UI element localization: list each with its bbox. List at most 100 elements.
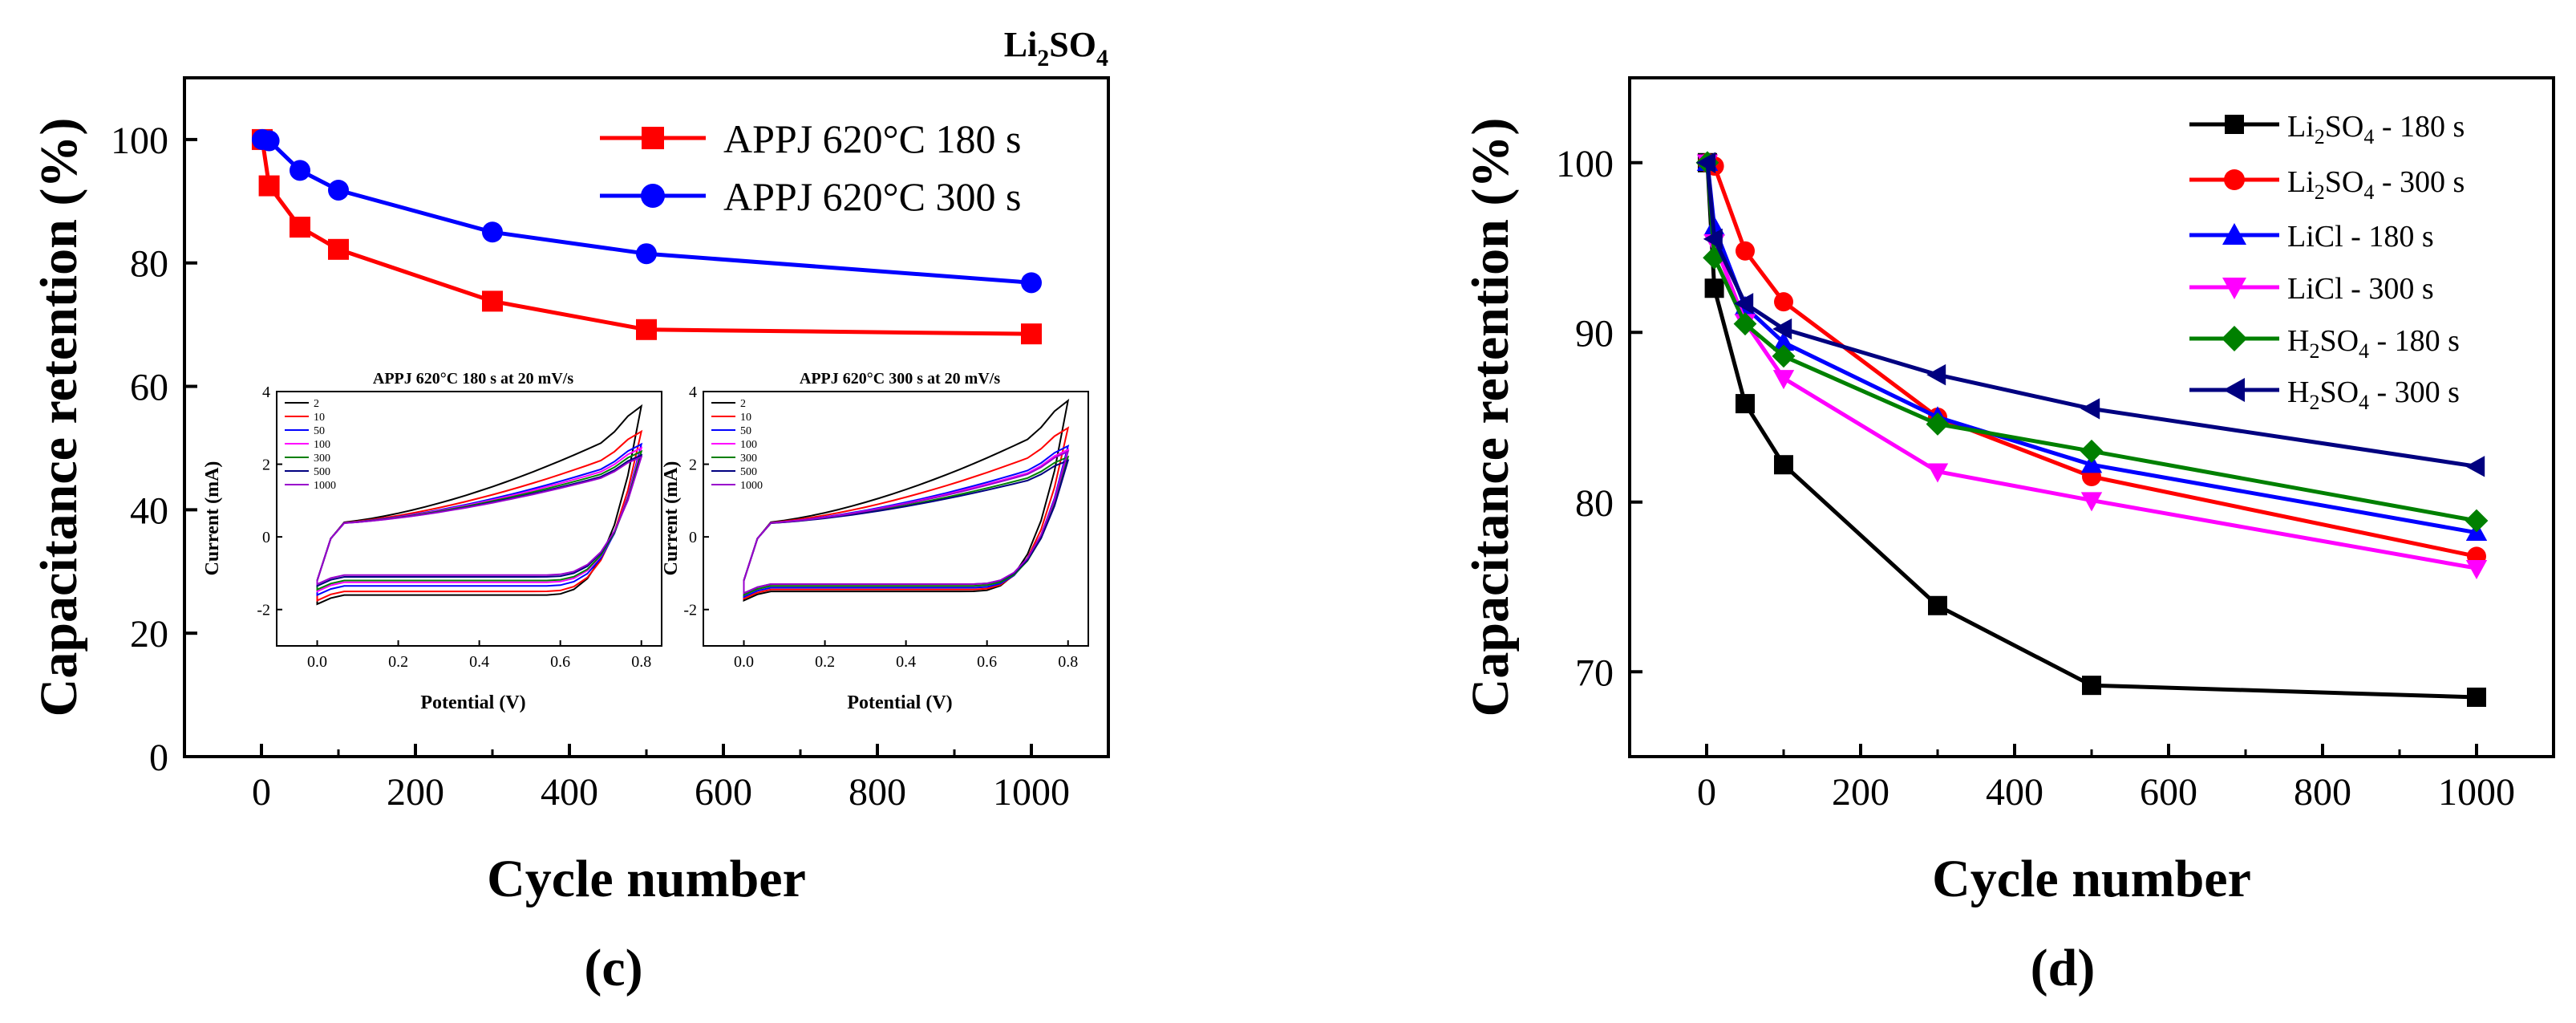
x-tick-label: 400 — [1986, 771, 2043, 814]
legend-label-180s: APPJ 620°C 180 s — [723, 116, 1021, 161]
inset-300s-y-axis-label: Current (mA) — [661, 461, 682, 576]
panel-d-series — [1695, 151, 2489, 707]
data-point — [1736, 394, 1755, 414]
inset-legend-label: 2 — [740, 398, 746, 410]
data-point — [1772, 344, 1796, 368]
panel-c-legend: APPJ 620°C 180 s APPJ 620°C 300 s — [600, 116, 1021, 219]
inset-x-tick-label: 0.2 — [388, 653, 408, 671]
inset-y-tick-label: 2 — [262, 457, 270, 474]
data-point — [1734, 293, 1754, 315]
inset-x-tick-label: 0.4 — [469, 653, 489, 671]
y-tick-label: 90 — [1575, 312, 1614, 355]
cv-curve — [743, 426, 1070, 600]
data-point — [1021, 323, 1042, 345]
y-tick-label: 100 — [111, 120, 168, 162]
data-point — [1928, 595, 1947, 615]
legend-entry-li2so4-300s: Li2SO4 - 300 s — [2189, 165, 2465, 204]
cv-curve — [316, 404, 643, 606]
data-point — [636, 243, 657, 265]
cv-curve — [316, 455, 643, 586]
inset-180s-y-axis-label: Current (mA) — [202, 461, 223, 576]
cv-curve — [743, 398, 1070, 602]
inset-x-tick-label: 0.0 — [307, 653, 327, 671]
inset-legend-label: 100 — [314, 439, 330, 451]
inset-y-tick-label: 0 — [689, 529, 697, 546]
data-point — [1733, 312, 1757, 336]
inset-180s-ticks: 0.0 0.2 0.4 0.6 0.8 -2 0 2 4 — [257, 384, 651, 671]
data-point — [1021, 272, 1042, 294]
legend-marker-triangle-down — [2222, 278, 2246, 299]
inset-300s-x-axis-label: Potential (V) — [847, 692, 952, 713]
y-tick-label: 60 — [130, 367, 168, 409]
data-point — [636, 319, 657, 340]
legend-label-h2so4-300s: H2SO4 - 300 s — [2287, 376, 2460, 414]
inset-300s-title: APPJ 620°C 300 s at 20 mV/s — [800, 370, 1000, 388]
panel-d-legend: Li2SO4 - 180 s Li2SO4 - 300 s LiCl - 180… — [2189, 110, 2465, 414]
inset-y-tick-label: -2 — [683, 602, 697, 619]
inset-x-tick-label: 0.6 — [977, 653, 997, 671]
panel-c-caption: (c) — [584, 939, 642, 997]
inset-300s-ticks: 0.0 0.2 0.4 0.6 0.8 -2 0 2 4 — [683, 384, 1078, 671]
data-point — [1703, 246, 1726, 270]
y-tick-label: 100 — [1556, 143, 1614, 185]
x-tick-label: 1000 — [2438, 771, 2515, 814]
legend-marker-triangle-left — [2223, 378, 2245, 402]
inset-legend-label: 500 — [740, 466, 757, 478]
panel-c-title: Li2SO4 — [1004, 25, 1108, 71]
inset-x-tick-label: 0.2 — [815, 653, 835, 671]
inset-180s-title: APPJ 620°C 180 s at 20 mV/s — [373, 370, 573, 388]
inset-y-tick-label: 2 — [689, 457, 697, 474]
legend-label-li2so4-300s: Li2SO4 - 300 s — [2287, 165, 2465, 204]
inset-x-tick-label: 0.4 — [896, 653, 916, 671]
inset-legend-label: 2 — [314, 398, 319, 410]
legend-entry-h2so4-300s: H2SO4 - 300 s — [2189, 376, 2460, 414]
inset-y-tick-label: 4 — [689, 384, 697, 401]
x-tick-label: 0 — [252, 771, 271, 814]
panel-d-y-axis-label: Capacitance retention (%) — [1461, 118, 1520, 717]
inset-x-tick-label: 0.8 — [631, 653, 651, 671]
legend-entry-licl-300s: LiCl - 300 s — [2189, 272, 2434, 306]
panel-c-series — [251, 128, 1042, 345]
data-point — [2080, 398, 2100, 420]
y-tick-label: 0 — [149, 737, 168, 779]
inset-x-tick-label: 0.6 — [550, 653, 570, 671]
data-point — [1774, 455, 1793, 475]
legend-marker-diamond — [2222, 326, 2247, 351]
inset-legend-label: 300 — [314, 453, 330, 465]
x-tick-label: 200 — [387, 771, 444, 814]
legend-marker-square — [2225, 115, 2244, 134]
x-tick-label: 200 — [1832, 771, 1889, 814]
data-point — [1772, 370, 1795, 390]
inset-legend-label: 50 — [740, 425, 751, 437]
data-point — [2080, 492, 2103, 512]
inset-180s-frame — [276, 391, 662, 647]
panel-d-ticks: 0 200 400 600 800 1000 70 80 90 100 — [1556, 143, 2515, 814]
x-tick-label: 400 — [541, 771, 598, 814]
series-line — [260, 139, 1032, 336]
data-point — [328, 238, 349, 260]
cv-curve — [743, 449, 1070, 595]
data-point — [1772, 318, 1792, 340]
data-point — [1772, 331, 1795, 351]
inset-x-tick-label: 0.8 — [1058, 653, 1078, 671]
inset-legend-label: 1000 — [314, 480, 336, 492]
inset-legend-label: 10 — [740, 412, 751, 424]
data-point — [482, 221, 503, 243]
data-point — [1926, 363, 1946, 386]
legend-entry-h2so4-180s: H2SO4 - 180 s — [2189, 324, 2460, 363]
data-point — [2080, 439, 2104, 463]
inset-legend-label: 10 — [314, 412, 325, 424]
legend-label-h2so4-180s: H2SO4 - 180 s — [2287, 324, 2460, 363]
inset-y-tick-label: 0 — [262, 529, 270, 546]
data-point — [258, 175, 280, 197]
x-tick-label: 600 — [2140, 771, 2197, 814]
y-tick-label: 40 — [130, 489, 168, 532]
data-point — [2080, 453, 2103, 473]
data-point — [1736, 241, 1755, 261]
legend-marker-triangle-up — [2222, 223, 2246, 245]
legend-marker-square — [642, 127, 664, 149]
inset-legend-label: 1000 — [740, 480, 763, 492]
